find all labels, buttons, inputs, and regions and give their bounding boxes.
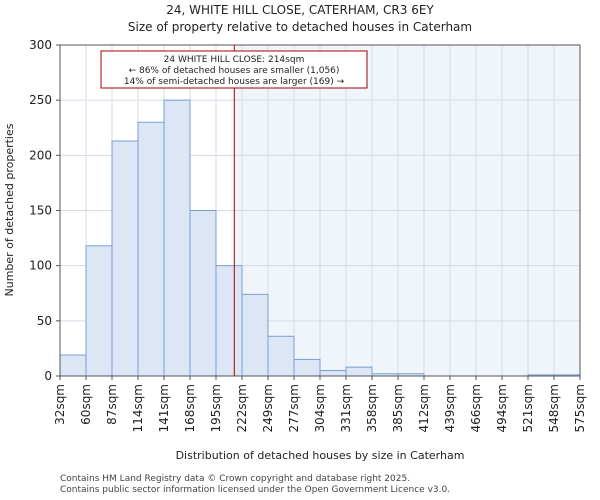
bar-168sqm — [189, 210, 217, 377]
y-tick-label: 300 — [29, 38, 52, 52]
y-tick-label: 50 — [37, 314, 52, 328]
bar-277sqm — [293, 358, 321, 377]
bar-32sqm — [59, 354, 87, 377]
histogram-chart: 24, WHITE HILL CLOSE, CATERHAM, CR3 6EY … — [3, 3, 587, 462]
bar-304sqm — [319, 369, 347, 377]
x-tick-label: 195sqm — [209, 384, 223, 432]
x-tick-label: 60sqm — [79, 384, 93, 425]
bars — [59, 99, 581, 377]
x-tick-label: 168sqm — [183, 384, 197, 432]
x-tick-label: 249sqm — [261, 384, 275, 432]
x-tick-label: 32sqm — [53, 384, 67, 425]
x-tick-label: 141sqm — [157, 384, 171, 432]
x-tick-label: 385sqm — [391, 384, 405, 432]
x-tick-label: 358sqm — [365, 384, 379, 432]
y-axis-label: Number of detached properties — [3, 123, 16, 296]
annotation-line-3: 14% of semi-detached houses are larger (… — [124, 77, 345, 87]
x-tick-label: 222sqm — [235, 384, 249, 432]
chart-title: 24, WHITE HILL CLOSE, CATERHAM, CR3 6EY — [166, 3, 434, 17]
annotation-line-1: 24 WHITE HILL CLOSE: 214sqm — [164, 55, 305, 65]
x-tick-label: 466sqm — [469, 384, 483, 432]
y-tick-label: 100 — [29, 259, 52, 273]
x-tick-label: 575sqm — [573, 384, 587, 432]
footer-attribution-1: Contains HM Land Registry data © Crown c… — [60, 474, 411, 484]
bar-195sqm — [215, 265, 243, 377]
x-axis: 32sqm 60sqm 87sqm 114sqm 141sqm 168sqm 195sqm 2… — [53, 376, 587, 432]
x-tick-label: 87sqm — [105, 384, 119, 425]
y-tick-label: 200 — [29, 148, 52, 162]
bar-114sqm — [137, 121, 165, 377]
y-tick-label: 250 — [29, 93, 52, 107]
x-tick-label: 521sqm — [521, 384, 535, 432]
chart-subtitle: Size of property relative to detached ho… — [128, 20, 472, 34]
bar-331sqm — [345, 366, 373, 377]
bar-249sqm — [267, 335, 295, 377]
bar-87sqm — [111, 140, 139, 377]
annotation-line-2: ← 86% of detached houses are smaller (1,… — [129, 66, 340, 76]
x-tick-label: 331sqm — [339, 384, 353, 432]
x-tick-label: 439sqm — [443, 384, 457, 432]
x-tick-label: 114sqm — [131, 384, 145, 432]
x-axis-label: Distribution of detached houses by size … — [176, 449, 465, 462]
y-tick-label: 0 — [44, 369, 52, 383]
annotation-box: 24 WHITE HILL CLOSE: 214sqm ← 86% of det… — [100, 50, 368, 89]
x-tick-label: 304sqm — [313, 384, 327, 432]
x-tick-label: 277sqm — [287, 384, 301, 432]
x-tick-label: 412sqm — [417, 384, 431, 432]
y-tick-label: 150 — [29, 204, 52, 218]
y-axis: 0 50 100 150 200 250 300 — [29, 38, 60, 383]
x-tick-label: 494sqm — [495, 384, 509, 432]
bar-60sqm — [85, 245, 113, 377]
bar-141sqm — [163, 99, 191, 377]
x-tick-label: 548sqm — [547, 384, 561, 432]
bar-222sqm — [241, 293, 269, 377]
footer-attribution-2: Contains public sector information licen… — [60, 485, 451, 495]
